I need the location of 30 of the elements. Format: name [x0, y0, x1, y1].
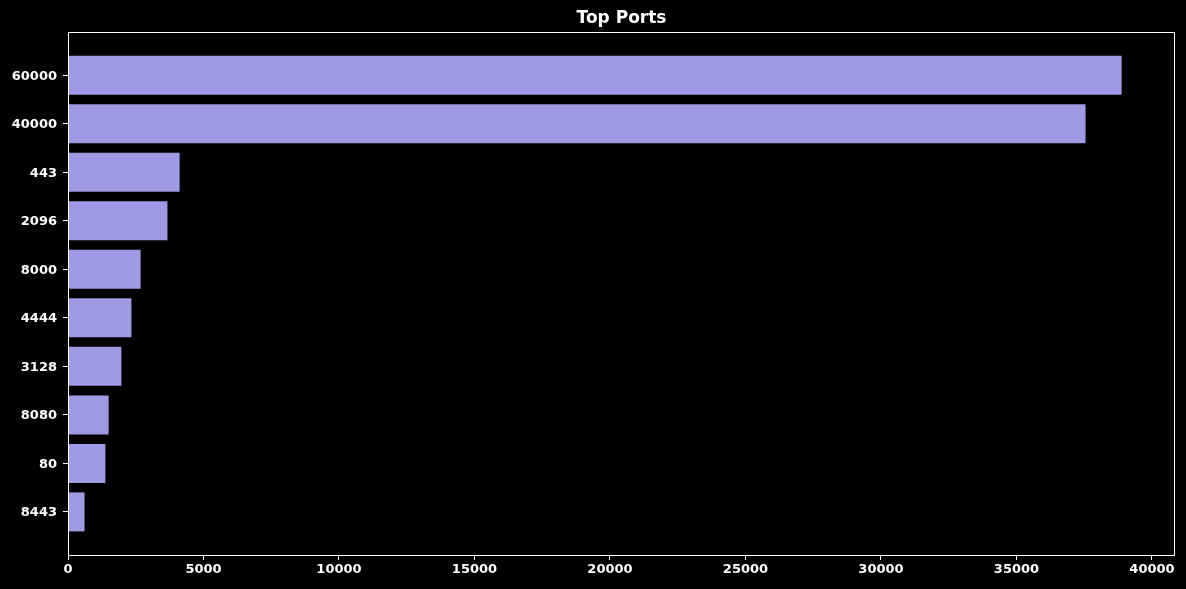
x-tick-label: 25000 [722, 561, 769, 577]
y-tick-label: 80 [38, 455, 57, 471]
y-tick-label: 3128 [20, 358, 57, 374]
x-tick-label: 30000 [858, 561, 904, 577]
bar [68, 298, 132, 338]
bar [68, 443, 106, 483]
y-tick-label: 40000 [11, 116, 57, 132]
y-tick-label: 8000 [20, 261, 57, 277]
bar [68, 55, 1122, 95]
bar [68, 492, 85, 532]
bar [68, 201, 168, 241]
bar [68, 249, 141, 289]
y-tick-label: 8443 [20, 504, 57, 520]
x-tick-label: 5000 [185, 561, 222, 577]
x-tick-label: 15000 [451, 561, 498, 577]
bar [68, 346, 122, 386]
y-tick-label: 60000 [11, 67, 57, 83]
bar [68, 395, 109, 435]
x-tick-label: 20000 [587, 561, 633, 577]
x-tick-label: 0 [63, 561, 73, 577]
y-tick-label: 8080 [20, 407, 57, 423]
y-tick-label: 4444 [20, 310, 57, 326]
x-tick-label: 10000 [316, 561, 362, 577]
bar [68, 152, 180, 192]
x-tick-label: 35000 [993, 561, 1040, 577]
y-tick-label: 2096 [20, 213, 57, 229]
x-tick-label: 40000 [1129, 561, 1175, 577]
bar [68, 104, 1086, 144]
y-tick-label: 443 [29, 164, 57, 180]
chart-title: Top Ports [575, 7, 668, 27]
